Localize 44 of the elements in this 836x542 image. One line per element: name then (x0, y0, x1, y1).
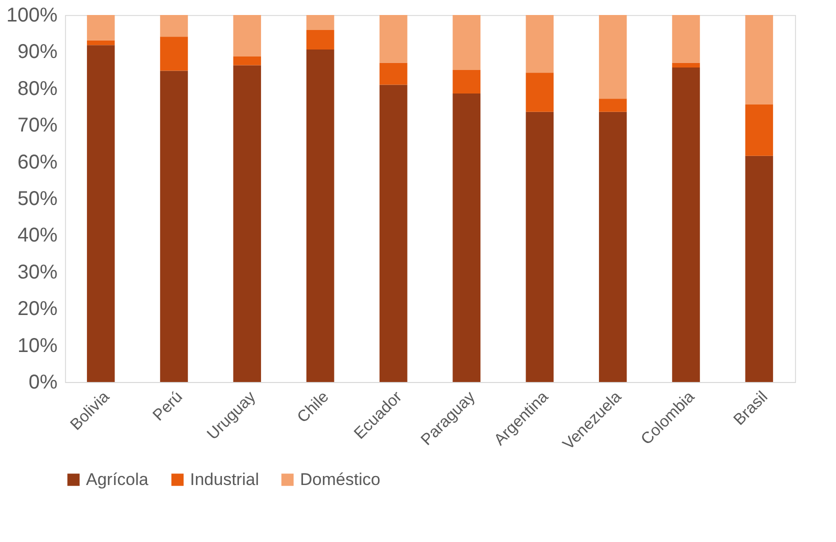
y-tick-label: 30% (17, 261, 58, 284)
y-tick-label: 70% (17, 114, 58, 137)
bar (598, 112, 627, 382)
bar (672, 15, 700, 63)
bar (745, 156, 774, 382)
bar (233, 65, 262, 382)
legend-label: Doméstico (300, 470, 380, 489)
y-tick-label: 0% (28, 372, 58, 394)
legend-label: Agrícola (86, 470, 149, 489)
y-tick-label: 90% (17, 41, 58, 64)
bar (672, 67, 700, 382)
legend-label: Industrial (190, 470, 259, 489)
bar (306, 15, 334, 30)
bar (598, 15, 627, 99)
bar (306, 50, 334, 382)
bar (160, 36, 188, 71)
bar (526, 112, 554, 382)
y-tick-label: 100% (6, 4, 58, 26)
bar (526, 72, 554, 112)
bar (160, 15, 188, 37)
bar (86, 45, 115, 382)
bar (86, 40, 115, 46)
bar (452, 15, 480, 70)
bar (452, 70, 480, 94)
y-tick-label: 10% (17, 334, 58, 357)
bar (380, 15, 408, 63)
y-tick-label: 80% (17, 78, 58, 100)
bar (672, 62, 700, 68)
bar (598, 98, 627, 112)
bar (306, 30, 334, 50)
bar (380, 84, 408, 382)
bar (745, 104, 774, 156)
bar (160, 70, 188, 382)
bar (452, 94, 480, 382)
bar (86, 15, 115, 40)
y-tick-label: 50% (17, 188, 58, 210)
bar (233, 15, 262, 56)
bar (526, 15, 554, 73)
bar (380, 62, 408, 85)
y-tick-label: 40% (17, 224, 58, 247)
bar (745, 15, 774, 105)
y-tick-label: 20% (17, 298, 58, 320)
y-tick-label: 60% (17, 151, 58, 174)
bar (233, 56, 262, 66)
